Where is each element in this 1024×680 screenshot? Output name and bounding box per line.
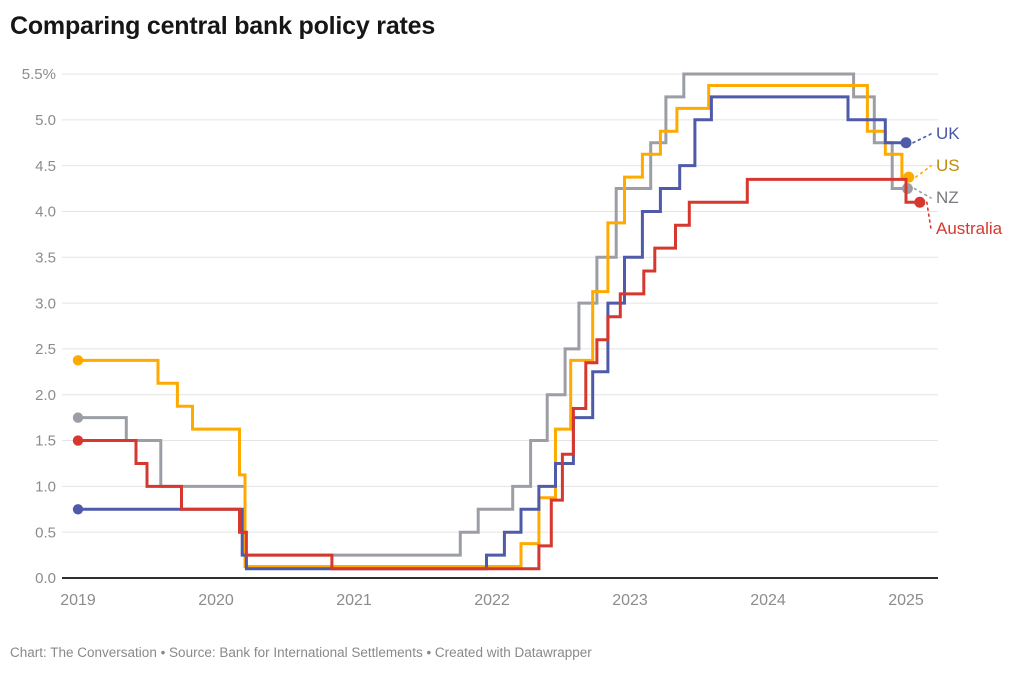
series-end-dot-Australia <box>914 196 926 208</box>
y-tick-label: 1.0 <box>35 479 56 496</box>
x-tick-label: 2023 <box>612 592 648 609</box>
x-tick-label: 2021 <box>336 592 372 609</box>
x-tick-label: 2022 <box>474 592 510 609</box>
x-tick-label: 2020 <box>198 592 234 609</box>
series-label-australia: Australia <box>936 219 1003 238</box>
y-tick-label: 3.5 <box>35 249 56 266</box>
y-tick-label: 1.5 <box>35 433 56 450</box>
x-tick-label: 2025 <box>888 592 924 609</box>
y-tick-label: 4.0 <box>35 204 56 221</box>
y-tick-label: 0.0 <box>35 570 56 587</box>
series-line-UK <box>78 95 906 571</box>
chart-title: Comparing central bank policy rates <box>10 12 436 40</box>
label-leader-Australia <box>925 201 932 230</box>
series-line-Australia <box>78 177 920 571</box>
series-start-dot-NZ <box>72 412 84 423</box>
attribution-line: Chart: The Conversation • Source: Bank f… <box>10 645 592 660</box>
series-line-NZ <box>78 72 908 557</box>
series-start-dot-UK <box>72 504 84 515</box>
y-tick-label: 2.0 <box>35 387 56 404</box>
label-leader-US <box>914 165 932 178</box>
x-tick-label: 2019 <box>60 592 96 609</box>
label-leader-UK <box>912 133 932 144</box>
series-label-nz: NZ <box>936 188 959 207</box>
x-tick-label: 2024 <box>750 592 786 609</box>
series-label-uk: UK <box>936 124 960 143</box>
series-start-dot-Australia <box>72 435 84 446</box>
series-label-us: US <box>936 156 960 175</box>
y-tick-label: 0.5 <box>35 524 56 541</box>
series-start-dot-US <box>72 355 84 366</box>
series-line-US <box>78 84 909 568</box>
y-tick-label: 5.0 <box>35 112 56 129</box>
y-tick-label: 5.5% <box>22 66 56 83</box>
y-tick-label: 2.5 <box>35 341 56 358</box>
y-tick-label: 4.5 <box>35 158 56 175</box>
label-leader-NZ <box>913 187 932 199</box>
y-tick-label: 3.0 <box>35 295 56 312</box>
series-end-dot-UK <box>900 137 912 149</box>
